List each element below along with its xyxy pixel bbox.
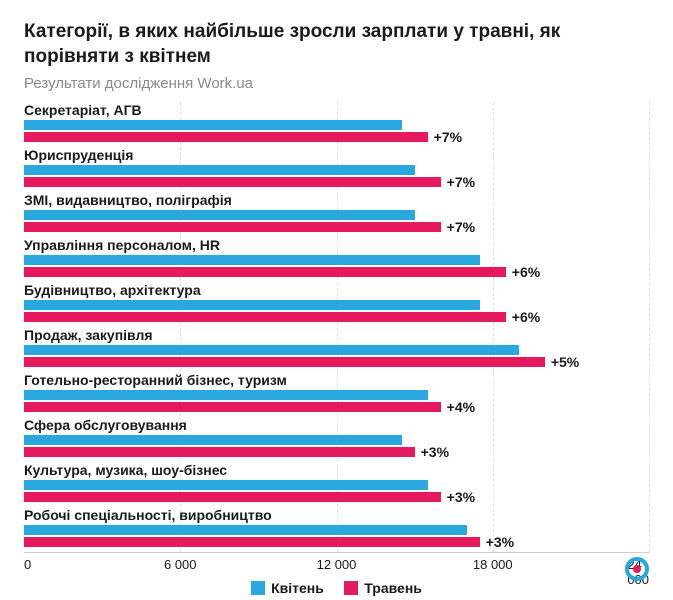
legend-label-april: Квітень [271, 580, 324, 596]
pct-change-label: +3% [486, 534, 514, 550]
category-label: Сфера обслуговування [24, 417, 649, 433]
bar-april [24, 480, 428, 490]
bar-may [24, 312, 506, 322]
pct-change-label: +7% [447, 219, 475, 235]
pct-change-label: +6% [512, 309, 540, 325]
pct-change-label: +4% [447, 399, 475, 415]
bar-april [24, 165, 415, 175]
category-label: Юриспруденція [24, 147, 649, 163]
pct-change-label: +7% [434, 129, 462, 145]
category-label: Культура, музика, шоу-бізнес [24, 462, 649, 478]
chart-row: ЗМІ, видавництво, поліграфія +7% [24, 192, 649, 232]
bar-may [24, 357, 545, 367]
x-tick: 18 000 [473, 557, 513, 572]
bar-april [24, 210, 415, 220]
category-label: Управління персоналом, HR [24, 237, 649, 253]
bar-april [24, 255, 480, 265]
legend-label-may: Травень [364, 580, 422, 596]
bar-april [24, 120, 402, 130]
bar-april [24, 435, 402, 445]
x-tick: 6 000 [164, 557, 197, 572]
category-label: ЗМІ, видавництво, поліграфія [24, 192, 649, 208]
bar-may [24, 222, 441, 232]
chart-title: Категорії, в яких найбільше зросли зарпл… [24, 20, 649, 69]
bar-may [24, 537, 480, 547]
bar-may [24, 132, 428, 142]
chart-area: Секретаріат, АГВ+7%Юриспруденція+7%ЗМІ, … [24, 102, 649, 574]
chart-row: Сфера обслуговування +3% [24, 417, 649, 457]
bar-april [24, 525, 467, 535]
legend-item-may: Травень [344, 580, 422, 596]
pct-change-label: +7% [447, 174, 475, 190]
legend-swatch-april [251, 581, 265, 595]
chart-row: Культура, музика, шоу-бізнес +3% [24, 462, 649, 502]
bar-april [24, 300, 480, 310]
pct-change-label: +3% [421, 444, 449, 460]
bar-may [24, 177, 441, 187]
bar-may [24, 492, 441, 502]
bar-may [24, 447, 415, 457]
chart-row: Юриспруденція +7% [24, 147, 649, 187]
bar-april [24, 390, 428, 400]
category-label: Продаж, закупівля [24, 327, 649, 343]
legend: Квітень Травень [24, 580, 649, 600]
category-label: Секретаріат, АГВ [24, 102, 649, 118]
chart-row: Готельно-ресторанний бізнес, туризм +4% [24, 372, 649, 412]
legend-item-april: Квітень [251, 580, 324, 596]
bar-april [24, 345, 519, 355]
chart-row: Робочі спеціальності, виробництво +3% [24, 507, 649, 547]
chart-subtitle: Результати дослідження Work.ua [24, 75, 649, 92]
chart-row: Секретаріат, АГВ +7% [24, 102, 649, 142]
category-label: Робочі спеціальності, виробництво [24, 507, 649, 523]
bar-may [24, 267, 506, 277]
chart-row: Будівництво, архітектура +6% [24, 282, 649, 322]
x-tick: 12 000 [317, 557, 357, 572]
legend-swatch-may [344, 581, 358, 595]
pct-change-label: +3% [447, 489, 475, 505]
category-label: Готельно-ресторанний бізнес, туризм [24, 372, 649, 388]
category-label: Будівництво, архітектура [24, 282, 649, 298]
x-tick: 0 [24, 557, 31, 572]
pct-change-label: +5% [551, 354, 579, 370]
brand-logo-icon [625, 557, 649, 586]
pct-change-label: +6% [512, 264, 540, 280]
chart-row: Управління персоналом, HR +6% [24, 237, 649, 277]
x-axis: 06 00012 00018 00024 000 [24, 552, 649, 574]
chart-row: Продаж, закупівля +5% [24, 327, 649, 367]
gridline [649, 102, 650, 552]
bar-may [24, 402, 441, 412]
